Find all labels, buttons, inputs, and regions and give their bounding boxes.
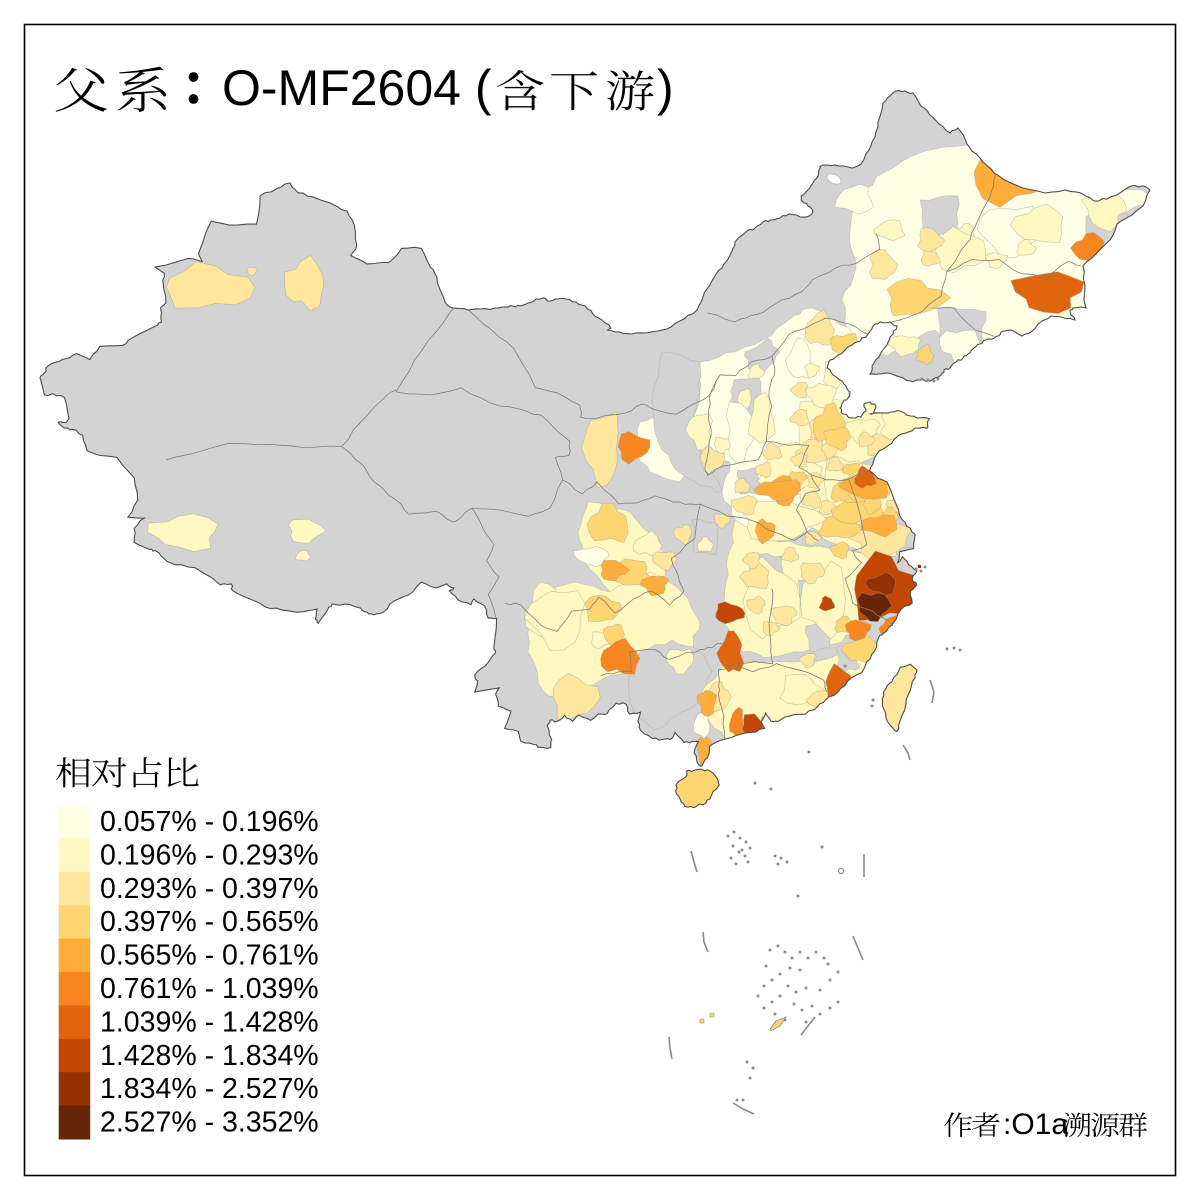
svg-text:1.428% - 1.834%: 1.428% - 1.834% [100,1040,319,1072]
svg-text:0.761% - 1.039%: 0.761% - 1.039% [100,973,319,1005]
svg-text:0.293% - 0.397%: 0.293% - 0.397% [100,873,319,905]
svg-text:2.527% - 3.352%: 2.527% - 3.352% [100,1107,319,1139]
svg-text:O-MF2604 (: O-MF2604 ( [222,60,492,116]
svg-text:0.565% - 0.761%: 0.565% - 0.761% [100,940,319,972]
svg-text:0.196% - 0.293%: 0.196% - 0.293% [100,839,319,871]
svg-text:1.834% - 2.527%: 1.834% - 2.527% [100,1073,319,1105]
svg-text:0.057% - 0.196%: 0.057% - 0.196% [100,806,319,838]
svg-text:1.039% - 1.428%: 1.039% - 1.428% [100,1006,319,1038]
svg-text::O1a: :O1a [1003,1108,1068,1141]
svg-text:): ) [657,60,674,116]
svg-text:0.397% - 0.565%: 0.397% - 0.565% [100,906,319,938]
